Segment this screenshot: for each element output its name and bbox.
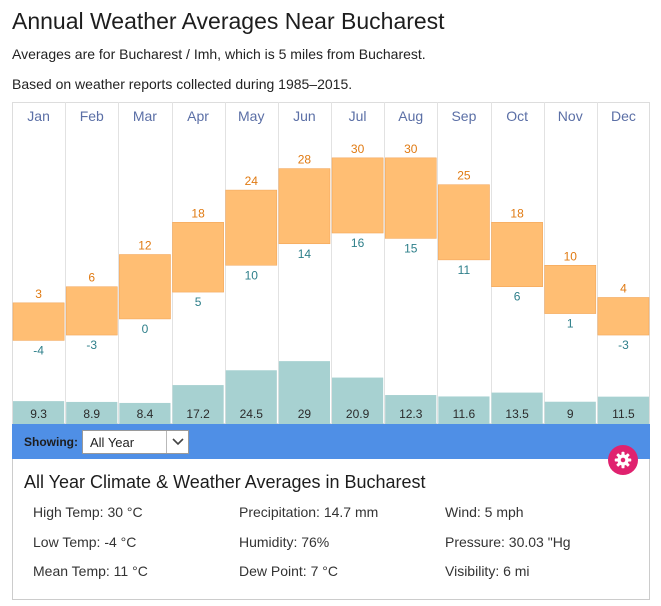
low-temp-label: 16 — [351, 236, 365, 250]
high-temp-label: 4 — [620, 281, 627, 295]
period-select-value: All Year — [90, 435, 135, 450]
stat-humidity: Humidity: 76% — [239, 534, 330, 550]
month-label: Oct — [506, 108, 528, 124]
temp-range-bar — [384, 157, 437, 239]
month-label: Jan — [27, 108, 50, 124]
climate-chart-svg: Jan 3 -4 9.3 Feb 6 -3 8.9 Mar 12 0 8.4 Apr 18 5 17.2 May… — [12, 102, 650, 424]
precip-label: 9 — [567, 407, 574, 421]
precip-label: 8.4 — [137, 407, 154, 421]
stat-visibility: Visibility: 6 mi — [445, 563, 530, 579]
precip-label: 17.2 — [186, 407, 210, 421]
high-temp-label: 18 — [191, 206, 205, 220]
month-label: Dec — [611, 108, 636, 124]
precip-bar — [438, 396, 490, 424]
temp-range-bar — [225, 189, 278, 266]
temp-range-bar — [331, 157, 384, 234]
low-temp-label: 0 — [142, 322, 149, 336]
precip-label: 11.5 — [612, 407, 635, 421]
stat-wind: Wind: 5 mph — [445, 504, 524, 520]
month-label: Jul — [349, 108, 367, 124]
temp-range-bar — [12, 302, 65, 341]
temp-range-bar — [438, 184, 490, 261]
precip-bar — [544, 401, 596, 424]
high-temp-label: 12 — [138, 239, 152, 253]
precip-label: 29 — [298, 407, 312, 421]
high-temp-label: 28 — [298, 153, 312, 167]
stat-dew-point: Dew Point: 7 °C — [239, 563, 338, 579]
precip-label: 9.3 — [30, 407, 47, 421]
high-temp-label: 3 — [35, 287, 42, 301]
stat-precipitation: Precipitation: 14.7 mm — [239, 504, 379, 520]
precip-bar — [597, 396, 649, 424]
precip-label: 11.6 — [453, 407, 476, 421]
month-label: Aug — [398, 108, 423, 124]
stat-mean-temp: Mean Temp: 11 °C — [33, 563, 148, 579]
temp-range-bar — [597, 297, 650, 336]
month-label: Feb — [80, 108, 104, 124]
summary-title: All Year Climate & Weather Averages in B… — [24, 472, 426, 492]
month-label: May — [238, 108, 264, 124]
low-temp-label: -3 — [618, 338, 629, 352]
precip-bar — [385, 395, 437, 424]
high-temp-label: 25 — [457, 169, 471, 183]
low-temp-label: 11 — [458, 263, 471, 277]
low-temp-label: 14 — [298, 247, 312, 261]
precip-label: 20.9 — [346, 407, 370, 421]
precip-label: 8.9 — [83, 407, 100, 421]
showing-label: Showing: — [24, 435, 78, 449]
low-temp-label: -3 — [86, 338, 97, 352]
precip-label: 13.5 — [505, 407, 529, 421]
low-temp-label: 10 — [245, 268, 259, 282]
climate-chart: Jan 3 -4 9.3 Feb 6 -3 8.9 Mar 12 0 8.4 Apr 18 5 17.2 May… — [12, 102, 650, 424]
low-temp-label: 1 — [567, 317, 574, 331]
precip-bar — [66, 401, 118, 424]
settings-button[interactable] — [608, 445, 638, 475]
temp-range-bar — [544, 265, 597, 314]
precip-bar — [13, 401, 65, 424]
month-label: Mar — [133, 108, 157, 124]
precip-bar — [119, 402, 171, 424]
stat-low-temp: Low Temp: -4 °C — [33, 534, 137, 550]
temp-range-bar — [172, 222, 224, 293]
period-select[interactable]: All Year — [82, 430, 189, 454]
high-temp-label: 10 — [564, 249, 578, 263]
high-temp-label: 30 — [404, 142, 418, 156]
summary-panel: All Year Climate & Weather Averages in B… — [12, 459, 650, 600]
month-label: Nov — [558, 108, 583, 124]
precip-bar — [278, 361, 330, 424]
stat-pressure: Pressure: 30.03 "Hg — [445, 534, 571, 550]
month-label: Jun — [293, 108, 316, 124]
showing-bar: Showing: All Year — [12, 424, 650, 459]
high-temp-label: 30 — [351, 142, 365, 156]
precip-label: 24.5 — [240, 407, 264, 421]
precip-bar — [332, 377, 384, 424]
page-title: Annual Weather Averages Near Bucharest — [12, 8, 445, 34]
date-range-note: Based on weather reports collected durin… — [12, 76, 353, 92]
temp-range-bar — [65, 286, 118, 336]
precip-bar — [172, 385, 224, 424]
low-temp-label: -4 — [33, 343, 44, 357]
high-temp-label: 24 — [245, 174, 259, 188]
low-temp-label: 6 — [514, 290, 521, 304]
temp-range-bar — [119, 254, 171, 320]
high-temp-label: 6 — [88, 271, 95, 285]
temp-range-bar — [491, 222, 543, 287]
chevron-down-icon[interactable] — [166, 431, 188, 453]
low-temp-label: 15 — [404, 241, 418, 255]
high-temp-label: 18 — [510, 206, 524, 220]
temp-range-bar — [278, 168, 331, 245]
precip-bar — [225, 370, 277, 424]
precip-label: 12.3 — [399, 407, 423, 421]
location-note: Averages are for Bucharest / Imh, which … — [12, 46, 426, 62]
gear-icon — [614, 451, 632, 469]
month-label: Sep — [451, 108, 476, 124]
precip-bar — [491, 392, 543, 424]
stat-high-temp: High Temp: 30 °C — [33, 504, 143, 520]
month-label: Apr — [187, 108, 209, 124]
low-temp-label: 5 — [195, 295, 202, 309]
